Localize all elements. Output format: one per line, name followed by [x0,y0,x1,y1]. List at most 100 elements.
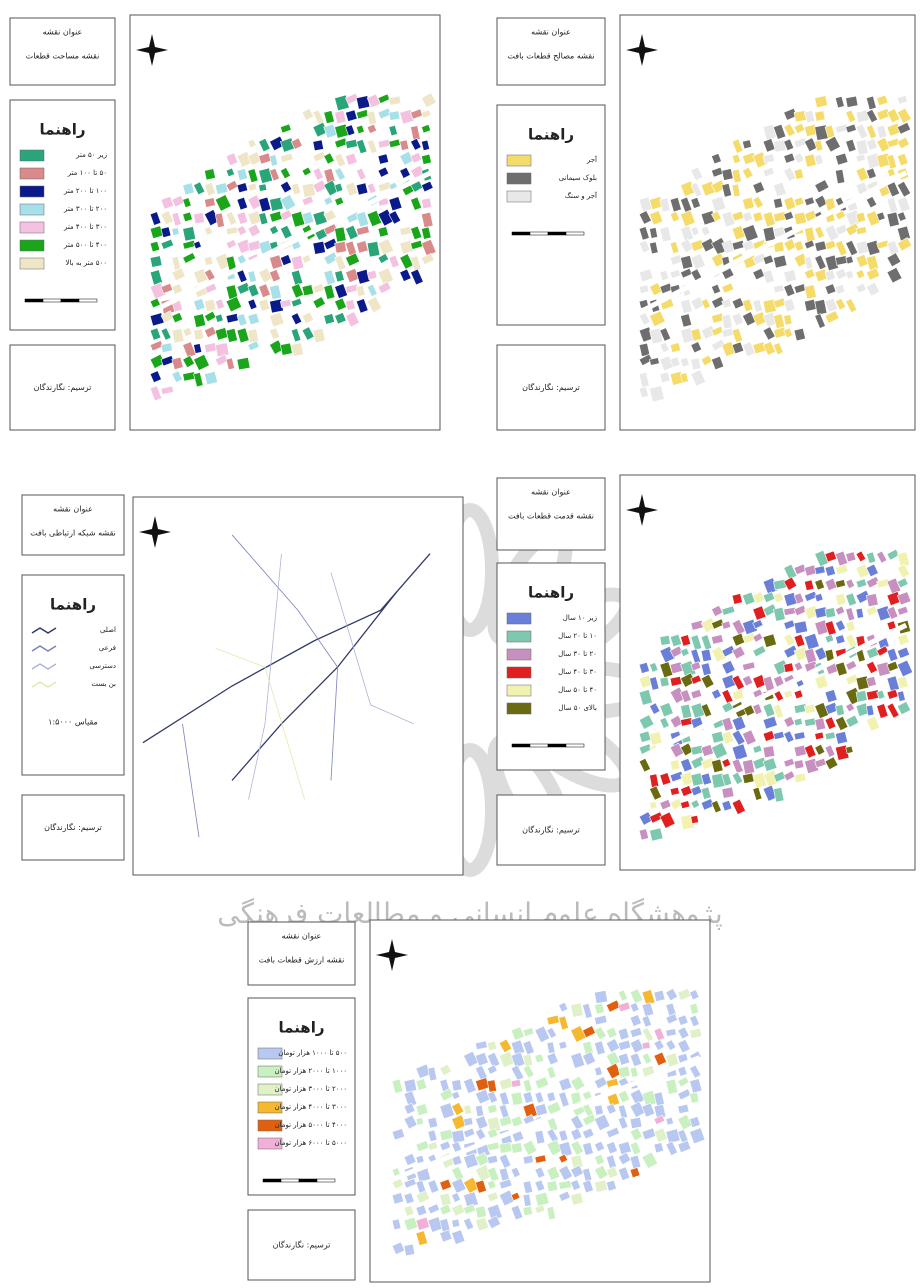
parcel [659,799,672,811]
parcel [865,576,881,589]
parcel [312,151,327,163]
parcel [290,283,305,299]
legend-swatch [257,1137,283,1150]
parcel [510,1064,525,1082]
parcel [814,139,824,152]
parcel [323,251,339,266]
parcel [804,703,816,715]
parcel [649,241,659,255]
parcel [451,1090,461,1100]
parcel [814,743,826,756]
scale-bar [529,231,549,236]
parcel [534,1129,546,1145]
parcel [653,1114,666,1126]
parcel [570,1002,584,1018]
parcel [886,548,900,561]
main-street [138,170,432,321]
parcel [415,1103,429,1117]
parcel [700,354,713,367]
parcel [582,1002,593,1019]
parcel [773,591,785,604]
parcel [629,1052,643,1067]
parcel [617,1065,631,1079]
parcel [403,1243,416,1257]
scale-bar [529,743,549,748]
parcel [804,153,817,168]
parcel [824,124,836,139]
parcel [160,238,174,250]
parcel [475,1040,488,1051]
parcel [214,194,232,212]
road [330,572,414,725]
parcel [855,550,867,563]
parcel [855,166,870,182]
parcel [522,1139,538,1156]
parcel [605,1141,618,1155]
parcel [680,255,694,270]
parcel [522,1205,534,1216]
parcel [773,197,784,209]
parcel [391,1218,402,1231]
parcel [721,659,736,675]
parcel [582,1090,593,1101]
parcel [403,1204,415,1217]
scale-bar [280,1178,300,1183]
parcel [427,1116,439,1129]
parcel [773,123,787,140]
parcel [896,121,912,135]
parcel [204,168,216,181]
parcel [323,123,338,139]
parcel [731,183,741,198]
parcel [711,604,724,617]
parcel [865,138,879,151]
parcel [463,1127,476,1139]
scale-bar [547,743,567,748]
parcel [649,827,664,842]
parcel [659,341,670,354]
scale-bar [42,298,62,303]
parcel [269,254,284,270]
parcel [366,139,378,155]
parcel [182,226,197,242]
parcel [377,166,390,178]
parcel [680,703,693,720]
parcel [439,1063,452,1077]
parcel [762,745,776,759]
legend-label: فرعی [99,644,116,652]
parcel [690,341,703,354]
parcel [312,179,328,194]
legend-line [31,663,57,670]
parcel [334,270,345,283]
parcel [669,633,683,648]
parcel [451,1218,461,1228]
parcel [814,154,824,166]
parcel [279,167,291,180]
parcel [783,563,798,580]
parcel [345,152,358,166]
parcel [279,299,292,308]
legend-label: آجر [586,155,598,164]
parcel [269,269,281,283]
parcel [824,239,837,251]
parcel [427,1203,440,1215]
parcel [570,1192,584,1206]
parcel [700,673,715,689]
parcel [193,328,205,341]
parcel [236,269,248,283]
parcel [605,1103,617,1115]
parcel [486,1090,499,1104]
parcel [334,196,345,207]
parcel [269,167,280,182]
scale-bar [262,1178,282,1183]
parcel [534,1053,544,1064]
parcel [896,563,911,579]
parcel [558,1077,573,1092]
parcel [486,1141,500,1152]
parcel [721,758,732,768]
parcel [886,605,899,620]
parcel [641,1052,653,1065]
parcel [415,1230,429,1246]
parcel [451,1192,461,1203]
parcel [182,355,195,369]
